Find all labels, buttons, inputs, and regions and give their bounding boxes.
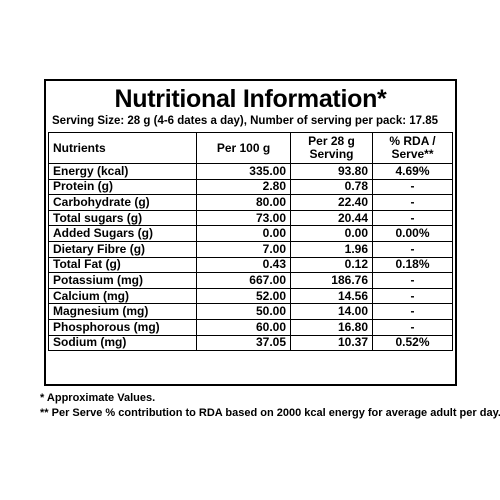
per-100g-value: 667.00 [196,272,291,289]
nutrient-name: Sodium (mg) [48,334,197,352]
table-row: Added Sugars (g) 0.00 0.00 0.00% [48,225,453,242]
per-serving-value: 186.76 [290,272,373,289]
nutrient-name: Total Fat (g) [48,256,197,274]
nutrient-name: Potassium (mg) [48,272,197,289]
rda-value: 0.18% [372,256,453,274]
nutrient-name: Calcium (mg) [48,287,197,305]
per-serving-value: 20.44 [290,209,373,227]
per-100g-value: 52.00 [196,287,291,305]
header-nutrients: Nutrients [48,132,197,164]
per-100g-value: 0.00 [196,225,291,242]
per-100g-value: 50.00 [196,303,291,320]
rda-value: - [372,178,453,196]
rda-value: - [372,303,453,320]
per-100g-value: 37.05 [196,334,291,352]
header-per-serving: Per 28 g Serving [290,132,373,164]
table-row: Carbohydrate (g) 80.00 22.40 - [48,194,453,211]
rda-value: - [372,272,453,289]
table-row: Phosphorous (mg) 60.00 16.80 - [48,318,453,336]
footnotes: * Approximate Values. ** Per Serve % con… [40,391,500,421]
rda-value: - [372,194,453,211]
table-row: Protein (g) 2.80 0.78 - [48,178,453,196]
header-per-100g: Per 100 g [196,132,291,164]
header-rda-line2: Serve** [391,147,434,161]
footnote-approximate: * Approximate Values. [40,392,156,404]
rda-value: 4.69% [372,163,453,180]
table-row: Sodium (mg) 37.05 10.37 0.52% [48,334,453,352]
per-100g-value: 60.00 [196,318,291,336]
table-row: Dietary Fibre (g) 7.00 1.96 - [48,240,453,258]
table-row: Energy (kcal) 335.00 93.80 4.69% [48,163,453,180]
header-rda-line1: % RDA / [389,134,436,148]
nutrition-panel: Nutritional Information* Serving Size: 2… [44,79,457,386]
per-serving-value: 10.37 [290,334,373,352]
per-serving-value: 1.96 [290,240,373,258]
per-serving-value: 0.12 [290,256,373,274]
per-serving-value: 0.78 [290,178,373,196]
header-rda: % RDA / Serve** [372,132,453,164]
per-100g-value: 2.80 [196,178,291,196]
rda-value: 0.00% [372,225,453,242]
serving-info: Serving Size: 28 g (4-6 dates a day), Nu… [52,115,439,127]
per-100g-value: 73.00 [196,209,291,227]
per-serving-value: 0.00 [290,225,373,242]
panel-title: Nutritional Information* [114,85,387,113]
per-100g-value: 335.00 [196,163,291,180]
nutrient-name: Energy (kcal) [48,163,197,180]
per-serving-value: 16.80 [290,318,373,336]
nutrient-name: Dietary Fibre (g) [48,240,197,258]
rda-value: - [372,209,453,227]
per-100g-value: 80.00 [196,194,291,211]
per-serving-value: 22.40 [290,194,373,211]
per-serving-value: 14.00 [290,303,373,320]
table-row: Total sugars (g) 73.00 20.44 - [48,209,453,227]
table-header-row: Nutrients Per 100 g Per 28 g Serving % R… [48,132,453,164]
header-per-serving-line1: Per 28 g [308,134,355,148]
rda-value: - [372,287,453,305]
table-row: Magnesium (mg) 50.00 14.00 - [48,303,453,320]
nutrient-name: Added Sugars (g) [48,225,197,242]
per-serving-value: 93.80 [290,163,373,180]
nutrient-name: Total sugars (g) [48,209,197,227]
nutrient-name: Phosphorous (mg) [48,318,197,336]
rda-value: - [372,240,453,258]
nutrition-table: Nutrients Per 100 g Per 28 g Serving % R… [48,132,453,352]
table-row: Potassium (mg) 667.00 186.76 - [48,272,453,289]
footnote-rda: ** Per Serve % contribution to RDA based… [40,407,500,419]
table-row: Calcium (mg) 52.00 14.56 - [48,287,453,305]
header-per-serving-line2: Serving [309,147,354,161]
rda-value: - [372,318,453,336]
table-row: Total Fat (g) 0.43 0.12 0.18% [48,256,453,274]
nutrient-name: Carbohydrate (g) [48,194,197,211]
per-100g-value: 0.43 [196,256,291,274]
nutrient-name: Protein (g) [48,178,197,196]
per-serving-value: 14.56 [290,287,373,305]
rda-value: 0.52% [372,334,453,352]
nutrient-name: Magnesium (mg) [48,303,197,320]
per-100g-value: 7.00 [196,240,291,258]
